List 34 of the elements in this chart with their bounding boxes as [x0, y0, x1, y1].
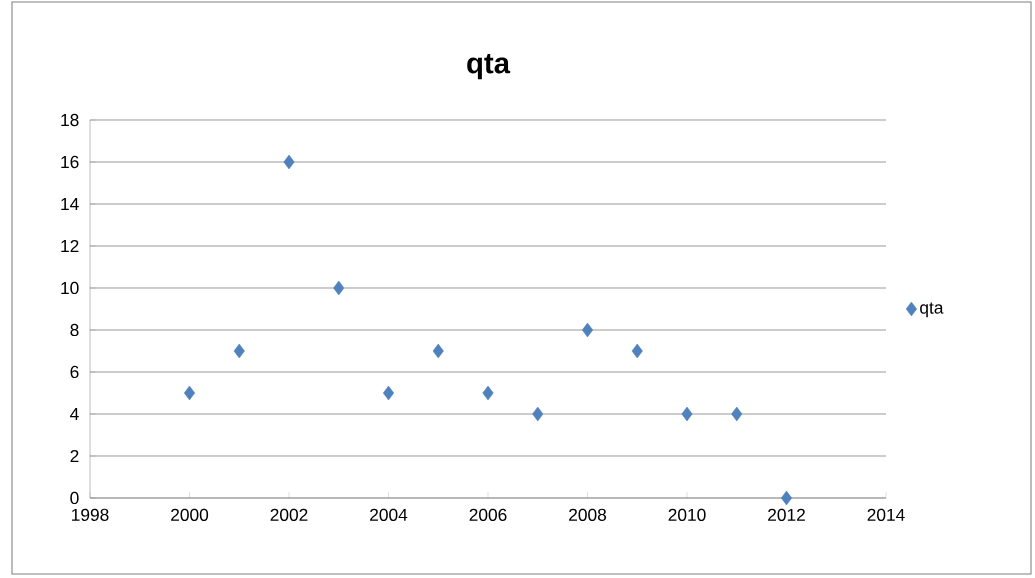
x-tick-label: 2006	[469, 508, 507, 521]
point	[681, 406, 693, 422]
y-tick-label: 4	[70, 408, 79, 420]
x-tick-label: 2000	[171, 508, 209, 521]
y-tick-label: 14	[61, 198, 79, 210]
x-tick-label: 2010	[668, 508, 706, 521]
y-tick-label: 6	[70, 365, 79, 379]
point	[581, 322, 594, 338]
point	[532, 406, 544, 422]
y-tick-label: 12	[61, 239, 79, 253]
point	[333, 280, 345, 296]
point	[432, 343, 444, 359]
y-tick-label: 2	[70, 449, 79, 463]
x-tick-label: 2002	[270, 508, 308, 521]
point	[631, 343, 643, 359]
y-tick-label: 0	[70, 491, 79, 505]
legend-label: qta	[920, 302, 944, 318]
point	[731, 406, 743, 422]
point	[183, 385, 196, 401]
y-tick-label: 10	[61, 281, 79, 295]
x-tick-label: 2012	[768, 508, 805, 521]
y-tick-label: 16	[61, 155, 79, 169]
x-tick-label: 2004	[370, 508, 408, 521]
point	[382, 385, 395, 401]
x-tick-label: 1998	[72, 508, 109, 521]
y-tick-label: 8	[70, 323, 79, 337]
x-tick-label: 2008	[569, 508, 607, 521]
chart-title: qta	[467, 54, 511, 80]
point	[482, 385, 494, 401]
point	[233, 343, 245, 359]
x-tick-label: 2014	[867, 508, 905, 521]
point	[283, 154, 295, 170]
point	[780, 490, 793, 506]
y-tick-label: 18	[61, 113, 79, 127]
